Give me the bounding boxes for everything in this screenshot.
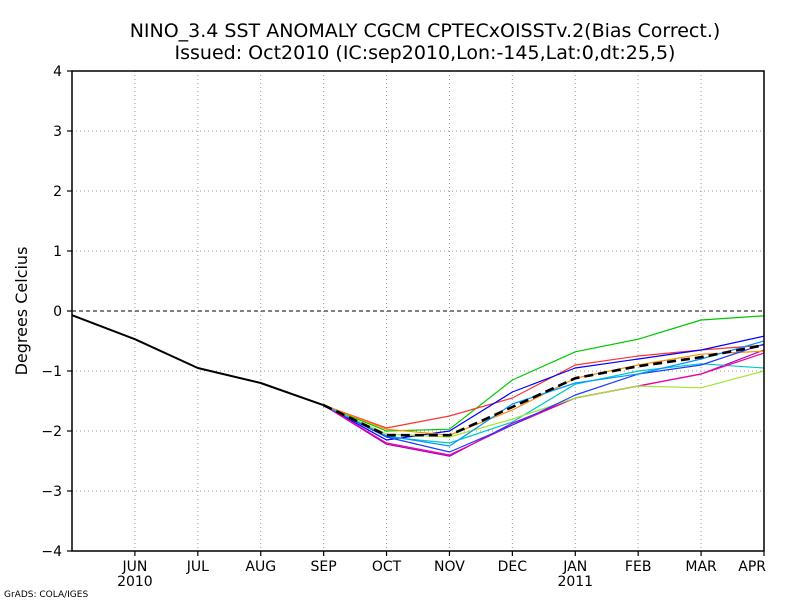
x-tick-label: FEB xyxy=(625,559,652,575)
observed-line xyxy=(71,314,324,407)
ensemble-member-line xyxy=(323,370,765,438)
x-year-label: 2011 xyxy=(557,574,593,590)
plot-frame xyxy=(71,70,765,552)
ensemble-member-line xyxy=(323,352,765,456)
x-tick-label: DEC xyxy=(498,559,528,575)
axis-layer: 4 3 2 1 0 −1 −2 −3 −4 JUN JUL AUG SEP OCT NOV DEC JAN FEB… xyxy=(41,64,766,590)
x-tick-label: APR xyxy=(738,559,766,575)
x-tick-label: JUL xyxy=(186,559,209,575)
y-tick-label: −4 xyxy=(41,544,62,560)
x-tick-label: AUG xyxy=(245,559,276,575)
ensemble-mean-line xyxy=(323,343,765,437)
y-tick-label: 1 xyxy=(53,244,62,260)
grid-layer xyxy=(72,71,764,551)
series-layer xyxy=(71,314,765,457)
credit-text: GrADS: COLA/IGES xyxy=(4,590,88,600)
x-tick-label: JAN xyxy=(562,559,587,575)
ensemble-member-line xyxy=(323,315,765,432)
x-tick-label: MAR xyxy=(685,559,717,575)
y-tick-label: −1 xyxy=(41,364,62,380)
y-tick-label: −2 xyxy=(41,424,62,440)
chart-subtitle: Issued: Oct2010 (IC:sep2010,Lon:-145,Lat… xyxy=(175,42,676,64)
y-tick-label: 4 xyxy=(53,64,62,80)
y-tick-label: 0 xyxy=(53,304,62,320)
x-year-label: 2010 xyxy=(117,574,153,590)
ensemble-member-line xyxy=(323,343,765,453)
x-tick-label: OCT xyxy=(372,559,402,575)
y-tick-label: 2 xyxy=(53,184,62,200)
x-tick-label: SEP xyxy=(311,559,337,575)
y-axis-label: Degrees Celcius xyxy=(12,247,31,376)
y-tick-label: 3 xyxy=(53,124,62,140)
x-tick-label: NOV xyxy=(434,559,465,575)
x-tick-label: JUN xyxy=(121,559,147,575)
y-tick-label: −3 xyxy=(41,484,62,500)
chart-title: NINO_3.4 SST ANOMALY CGCM CPTECxOISSTv.2… xyxy=(130,20,721,42)
ensemble-member-line xyxy=(323,340,765,447)
